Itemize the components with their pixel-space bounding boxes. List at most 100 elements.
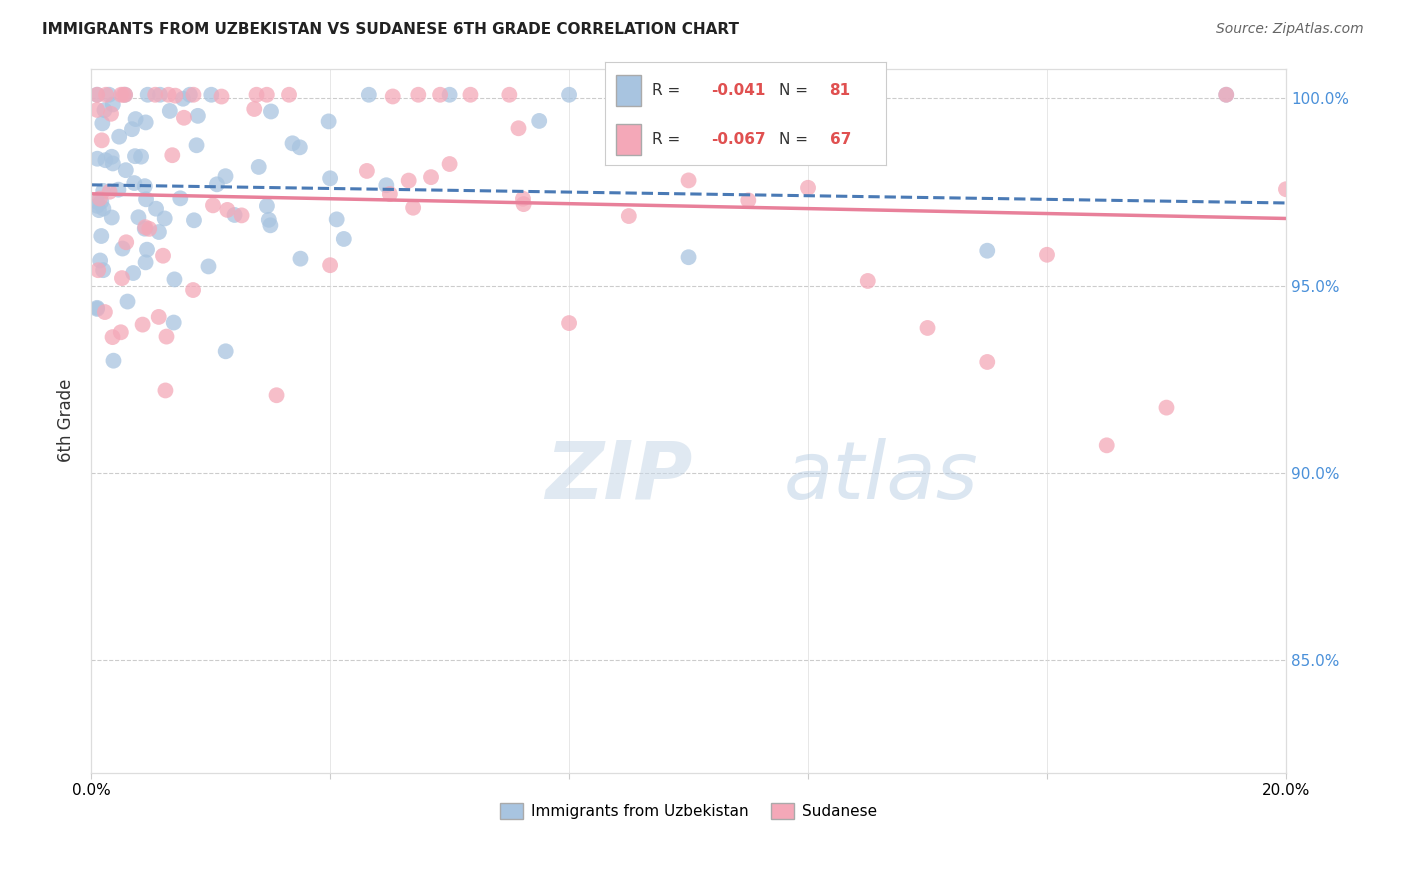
Point <box>157 87 180 102</box>
Point <box>259 219 281 233</box>
Point <box>200 87 222 102</box>
Text: 81: 81 <box>830 83 851 97</box>
Point <box>110 87 132 102</box>
Point <box>318 114 340 128</box>
Point <box>558 87 581 102</box>
Point <box>215 344 238 359</box>
Point <box>152 249 174 263</box>
Point <box>86 195 108 210</box>
Point <box>201 198 224 212</box>
Point <box>429 87 451 102</box>
Point <box>86 301 108 316</box>
Point <box>1215 87 1237 102</box>
Point <box>110 326 132 340</box>
Point <box>257 212 280 227</box>
Point <box>134 179 156 194</box>
Point <box>159 103 181 118</box>
Point <box>149 87 172 102</box>
Point <box>856 274 879 288</box>
Point <box>91 116 114 130</box>
Point <box>129 150 152 164</box>
Point <box>498 87 520 102</box>
Point <box>247 160 270 174</box>
Point <box>169 191 191 205</box>
Point <box>101 97 124 112</box>
Point <box>112 87 135 102</box>
Point <box>266 388 288 402</box>
Point <box>86 87 108 102</box>
Text: IMMIGRANTS FROM UZBEKISTAN VS SUDANESE 6TH GRADE CORRELATION CHART: IMMIGRANTS FROM UZBEKISTAN VS SUDANESE 6… <box>42 22 740 37</box>
Point <box>93 202 115 216</box>
Point <box>1095 438 1118 452</box>
Point <box>135 115 157 129</box>
Text: -0.067: -0.067 <box>711 132 766 147</box>
Point <box>325 212 347 227</box>
Point <box>100 107 122 121</box>
Point <box>162 148 184 162</box>
Text: atlas: atlas <box>785 438 979 516</box>
Point <box>145 202 167 216</box>
Point <box>87 263 110 277</box>
Point <box>86 103 108 117</box>
Point <box>163 272 186 286</box>
Point <box>108 129 131 144</box>
Point <box>183 87 205 102</box>
Point <box>107 183 129 197</box>
Point <box>357 87 380 102</box>
Point <box>737 194 759 208</box>
Point <box>260 104 283 119</box>
Point <box>797 180 820 194</box>
Point <box>179 87 201 102</box>
Point <box>87 203 110 218</box>
Point <box>90 229 112 244</box>
Point <box>211 89 233 103</box>
Point <box>117 294 139 309</box>
Point <box>319 171 342 186</box>
Point <box>420 170 443 185</box>
Point <box>678 250 700 264</box>
Point <box>98 185 121 199</box>
Point <box>89 192 111 206</box>
Point <box>290 252 312 266</box>
Point <box>94 87 117 102</box>
Text: Source: ZipAtlas.com: Source: ZipAtlas.com <box>1216 22 1364 37</box>
Point <box>143 87 166 102</box>
Point <box>90 133 112 147</box>
Point <box>173 111 195 125</box>
Point <box>256 87 278 102</box>
Point <box>94 305 117 319</box>
Point <box>378 186 401 201</box>
Text: N =: N = <box>779 132 813 147</box>
Point <box>155 384 177 398</box>
Text: N =: N = <box>779 83 813 97</box>
Point <box>124 176 146 190</box>
Point <box>86 152 108 166</box>
Point <box>381 89 404 103</box>
Point <box>89 253 111 268</box>
Point <box>197 260 219 274</box>
Point <box>136 243 159 257</box>
Point <box>111 271 134 285</box>
Point <box>512 192 534 206</box>
Point <box>224 208 246 222</box>
Point <box>114 87 136 102</box>
Point <box>217 202 239 217</box>
Text: R =: R = <box>652 132 686 147</box>
Point <box>1036 248 1059 262</box>
Text: ZIP: ZIP <box>546 438 693 516</box>
Point <box>245 87 267 102</box>
Point <box>100 150 122 164</box>
Point <box>205 178 228 192</box>
Point <box>131 318 153 332</box>
Point <box>181 283 204 297</box>
Point <box>165 88 187 103</box>
Point <box>183 213 205 227</box>
Point <box>186 138 208 153</box>
Point <box>356 164 378 178</box>
Point <box>278 87 301 102</box>
Point <box>460 87 482 102</box>
Point <box>114 87 136 102</box>
Y-axis label: 6th Grade: 6th Grade <box>58 379 75 462</box>
Point <box>136 87 159 102</box>
Point <box>124 149 146 163</box>
